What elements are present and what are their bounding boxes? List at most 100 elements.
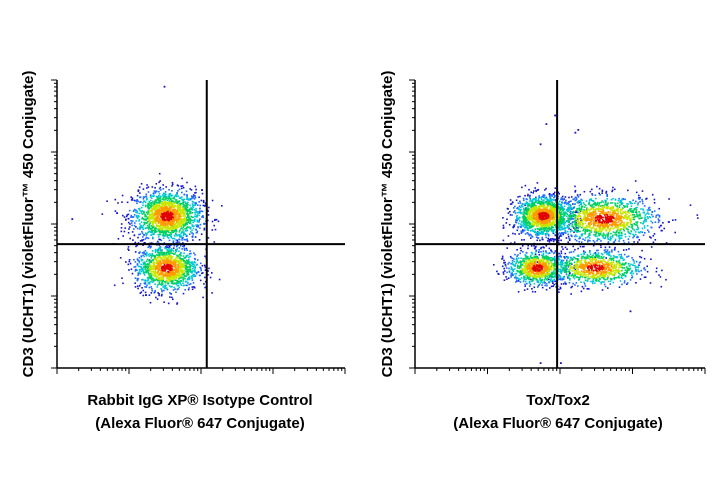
event-dot [645, 220, 647, 223]
event-dot [182, 201, 185, 204]
event-dot [173, 277, 175, 280]
event-dot [578, 278, 581, 281]
event-dot [145, 211, 148, 214]
event-dot [627, 268, 629, 271]
event-dot [140, 221, 143, 223]
event-dot [175, 226, 177, 229]
event-dot [169, 223, 171, 226]
event-dot [168, 247, 170, 250]
event-dot [619, 273, 621, 276]
event-dot [157, 228, 159, 231]
event-dot [169, 255, 172, 257]
event-dot [524, 285, 526, 287]
event-dot [170, 265, 173, 268]
event-dot [513, 268, 516, 270]
event-dot [150, 197, 153, 199]
event-dot [131, 197, 134, 199]
event-dot [129, 262, 132, 265]
event-dot [188, 216, 190, 219]
event-dot [501, 255, 504, 258]
event-dot [558, 258, 560, 260]
event-dot [545, 255, 547, 258]
event-dot [138, 220, 140, 222]
event-dot [175, 282, 178, 284]
event-dot [166, 260, 168, 263]
event-dot [174, 225, 176, 228]
event-dot [138, 256, 141, 259]
event-dot [145, 236, 148, 239]
event-dot [522, 203, 524, 206]
event-dot [601, 289, 604, 291]
event-dot [563, 213, 566, 215]
event-dot [657, 214, 659, 216]
event-dot [631, 276, 634, 278]
event-dot [528, 285, 531, 287]
event-dot [550, 199, 552, 202]
event-dot [580, 241, 583, 243]
event-dot [172, 278, 174, 281]
event-dot [689, 204, 692, 206]
event-dot [170, 267, 172, 270]
event-dot [596, 203, 598, 206]
event-dot [142, 238, 145, 241]
event-dot [171, 296, 173, 299]
event-dot [113, 284, 116, 287]
event-dot [604, 235, 607, 237]
event-dot [579, 245, 582, 248]
event-dot [568, 274, 570, 276]
event-dot [161, 270, 164, 273]
event-dot [169, 232, 172, 234]
event-dot [573, 211, 575, 213]
event-dot [557, 191, 560, 194]
event-dot [154, 213, 156, 215]
event-dot [199, 279, 202, 282]
event-dot [559, 260, 562, 263]
event-dot [523, 215, 526, 217]
event-dot [598, 203, 600, 205]
event-dot [162, 184, 164, 186]
event-dot [648, 216, 651, 218]
event-dot [571, 230, 573, 232]
event-dot [141, 287, 143, 289]
event-dot [204, 269, 207, 271]
event-dot [133, 214, 136, 216]
event-dot [191, 212, 194, 214]
event-dot [633, 235, 635, 238]
event-dot [186, 238, 188, 240]
event-dot [643, 225, 646, 227]
event-dot [167, 217, 170, 219]
event-dot [172, 200, 174, 203]
event-dot [138, 186, 141, 188]
event-dot [605, 257, 607, 259]
event-dot [192, 265, 195, 268]
event-dot [516, 214, 518, 217]
event-dot [167, 275, 169, 277]
event-dot [144, 286, 146, 288]
event-dot [144, 283, 147, 285]
event-dot [191, 267, 194, 270]
event-dot [531, 202, 533, 205]
event-dot [567, 202, 570, 204]
event-dot [160, 277, 163, 279]
event-dot [632, 228, 634, 230]
event-dot [173, 245, 176, 247]
event-dot [568, 221, 570, 224]
event-dot [646, 265, 648, 268]
event-dot [655, 267, 658, 270]
event-dot [181, 248, 183, 250]
event-dot [541, 196, 543, 198]
event-dot [152, 281, 154, 283]
event-dot [533, 190, 535, 192]
event-dot [649, 282, 652, 284]
event-dot [148, 294, 151, 296]
event-dot [158, 259, 161, 261]
event-dot [638, 231, 641, 234]
event-dot [610, 257, 613, 260]
event-dot [505, 276, 507, 278]
event-dot [179, 197, 182, 200]
event-dot [564, 211, 567, 214]
event-dot [637, 226, 639, 228]
event-dot [569, 259, 571, 262]
event-dot [537, 250, 540, 253]
event-dot [142, 228, 144, 231]
